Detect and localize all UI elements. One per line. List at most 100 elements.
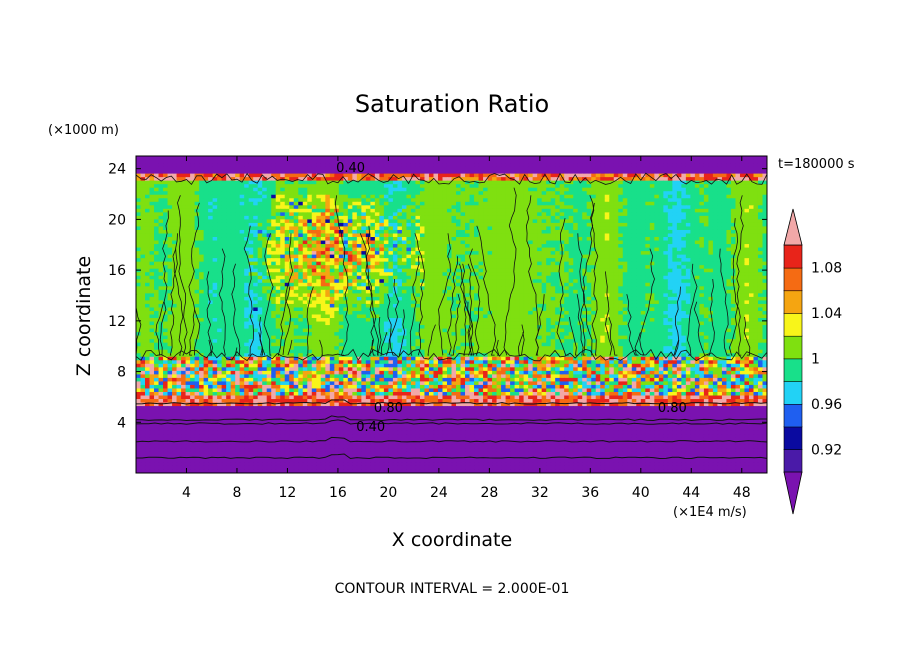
field-cell — [478, 215, 484, 220]
field-cell — [586, 233, 592, 238]
field-cell — [636, 265, 642, 270]
field-cell — [582, 226, 588, 231]
field-cell — [681, 229, 687, 235]
field-cell — [275, 265, 281, 270]
field-cell — [212, 261, 218, 266]
field-cell — [437, 166, 444, 171]
field-cell — [433, 208, 439, 213]
field-cell — [343, 159, 349, 164]
field-cell — [208, 201, 214, 206]
field-cell — [568, 184, 574, 189]
field-cell — [415, 201, 421, 206]
field-cell — [307, 219, 313, 224]
field-cell — [586, 208, 592, 213]
field-cell — [636, 215, 642, 220]
field-cell — [465, 244, 471, 249]
field-cell — [199, 212, 205, 217]
field-cell — [172, 233, 178, 238]
field-cell — [320, 258, 326, 263]
field-cell — [757, 163, 764, 168]
field-cell — [140, 180, 146, 185]
field-cell — [176, 275, 182, 280]
field-cell — [627, 247, 633, 252]
field-cell — [604, 159, 610, 164]
field-cell — [374, 272, 380, 277]
field-cell — [172, 205, 178, 210]
field-cell — [604, 191, 610, 196]
field-cell — [334, 208, 340, 213]
field-cell — [726, 244, 732, 249]
field-cell — [311, 279, 317, 284]
field-cell — [726, 240, 732, 245]
field-cell — [753, 194, 759, 199]
field-cell — [667, 222, 673, 228]
field-cell — [465, 247, 471, 252]
field-cell — [361, 237, 367, 242]
field-cell — [622, 180, 628, 185]
field-cell — [649, 205, 655, 210]
field-cell — [712, 215, 719, 220]
field-cell — [316, 187, 322, 192]
field-cell — [379, 191, 385, 196]
field-cell — [410, 251, 417, 256]
field-cell — [442, 268, 448, 273]
field-cell — [505, 226, 511, 231]
field-cell — [753, 170, 759, 175]
field-cell — [365, 201, 371, 206]
field-cell — [564, 166, 570, 171]
field-cell — [451, 258, 457, 263]
field-cell — [334, 261, 340, 266]
field-cell — [460, 166, 466, 171]
field-cell — [329, 222, 335, 228]
field-cell — [505, 222, 511, 228]
field-cell — [573, 268, 579, 273]
field-cell — [744, 226, 750, 231]
field-cell — [685, 159, 691, 164]
field-cell — [266, 187, 272, 192]
field-cell — [582, 247, 588, 252]
field-cell — [492, 233, 498, 238]
field-cell — [550, 170, 556, 175]
field-cell — [352, 229, 358, 235]
field-cell — [649, 184, 655, 189]
field-cell — [221, 229, 227, 235]
field-cell — [235, 222, 241, 228]
field-cell — [510, 170, 516, 175]
field-cell — [329, 244, 335, 249]
field-cell — [600, 258, 606, 263]
field-cell — [140, 240, 146, 245]
field-cell — [401, 163, 408, 168]
field-cell — [370, 177, 376, 182]
field-cell — [613, 219, 619, 224]
field-cell — [735, 170, 741, 175]
field-cell — [645, 275, 651, 280]
field-cell — [739, 173, 746, 178]
field-cell — [401, 159, 408, 164]
field-cell — [622, 191, 628, 196]
field-cell — [401, 279, 408, 284]
field-cell — [510, 163, 516, 168]
field-cell — [550, 163, 556, 168]
field-cell — [564, 191, 570, 196]
field-cell — [419, 279, 426, 284]
field-cell — [257, 219, 263, 224]
field-cell — [519, 212, 525, 217]
field-cell — [735, 219, 741, 224]
field-cell — [298, 170, 304, 175]
field-cell — [528, 170, 534, 175]
field-cell — [487, 247, 493, 252]
field-cell — [609, 201, 615, 206]
field-cell — [347, 173, 353, 178]
field-cell — [307, 275, 313, 280]
field-cell — [492, 265, 498, 270]
field-cell — [564, 208, 570, 213]
field-cell — [672, 244, 678, 249]
field-cell — [600, 261, 606, 266]
field-cell — [307, 166, 313, 171]
field-cell — [203, 279, 209, 284]
field-cell — [573, 208, 579, 213]
field-cell — [343, 205, 349, 210]
field-cell — [663, 226, 669, 231]
field-cell — [640, 229, 646, 235]
field-cell — [334, 240, 340, 245]
